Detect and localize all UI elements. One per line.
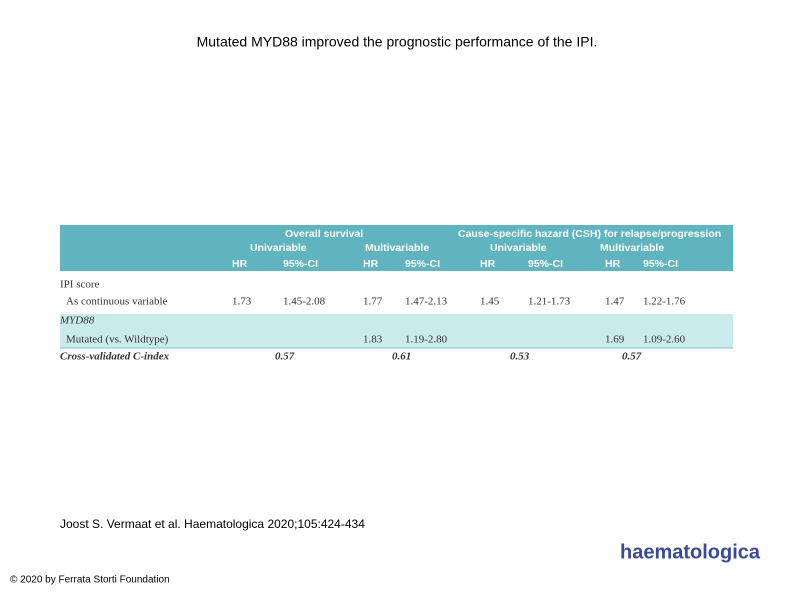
group-header: Cause-specific hazard (CSH) for relapse/…: [458, 228, 721, 240]
group-header: Overall survival: [285, 228, 363, 240]
cindex-label: Cross-validated C-index: [60, 351, 170, 363]
column-header: 95%-CI: [528, 258, 563, 270]
cell: 1.21-1.73: [528, 296, 571, 308]
subgroup-header: Univariable: [490, 242, 547, 254]
row-label: Mutated (vs. Wildtype): [66, 334, 169, 346]
table-header-band: [60, 225, 733, 271]
column-header: HR: [480, 258, 496, 270]
copyright: © 2020 by Ferrata Storti Foundation: [10, 575, 170, 586]
cindex-value: 0.57: [275, 351, 295, 363]
column-header: HR: [232, 258, 248, 270]
cell: 1.22-1.76: [643, 296, 686, 308]
cell: 1.45-2.08: [283, 296, 326, 308]
row-label: As continuous variable: [66, 296, 168, 308]
column-header: 95%-CI: [283, 258, 318, 270]
column-header: HR: [363, 258, 379, 270]
cell: 1.09-2.60: [643, 334, 686, 346]
cell: 1.45: [480, 296, 500, 308]
cell: 1.47: [605, 296, 625, 308]
logo: haematologica: [620, 541, 761, 563]
subgroup-header: Univariable: [250, 242, 307, 254]
table-highlight-band: [60, 314, 733, 348]
cindex-value: 0.61: [392, 351, 411, 363]
cell: 1.77: [363, 296, 383, 308]
cindex-value: 0.57: [622, 351, 642, 363]
subgroup-header: Multivariable: [600, 242, 664, 254]
column-header: 95%-CI: [643, 258, 678, 270]
cell: 1.69: [605, 334, 625, 346]
cell: 1.47-2.13: [405, 296, 448, 308]
row-label: IPI score: [60, 279, 100, 291]
column-header: HR: [605, 258, 621, 270]
column-header: 95%-CI: [405, 258, 440, 270]
row-label: MYD88: [59, 315, 95, 327]
cindex-value: 0.53: [510, 351, 530, 363]
slide-title: Mutated MYD88 improved the prognostic pe…: [197, 34, 598, 50]
cell: 1.83: [363, 334, 383, 346]
cell: 1.19-2.80: [405, 334, 448, 346]
citation: Joost S. Vermaat et al. Haematologica 20…: [60, 517, 365, 531]
cell: 1.73: [232, 296, 252, 308]
subgroup-header: Multivariable: [365, 242, 429, 254]
